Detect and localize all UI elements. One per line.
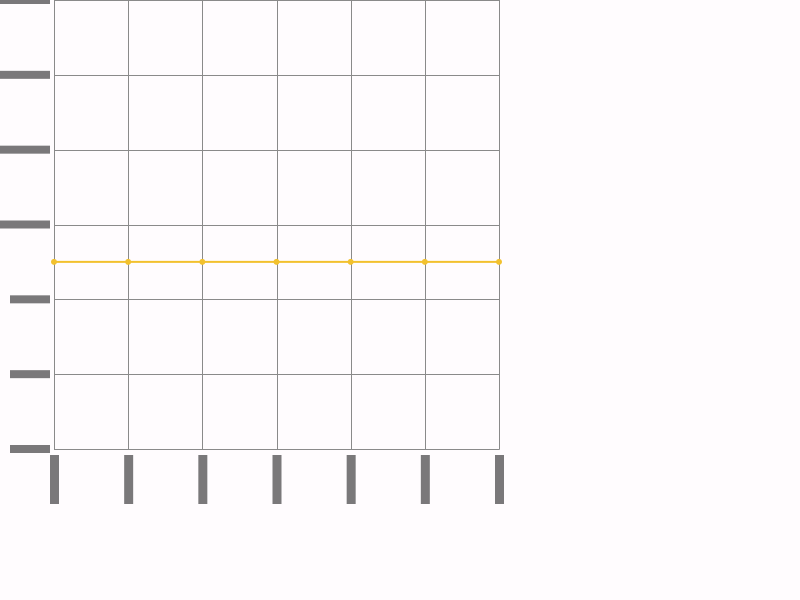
data-point-0-3 [273,258,280,265]
data-point-0-2 [199,258,206,265]
data-point-0-1 [125,258,132,265]
series-layer [51,258,502,265]
x-tick-label-4 [346,455,356,504]
data-point-0-6 [496,258,502,265]
x-tick-label-2 [198,455,208,504]
y-tick-label-6 [0,0,50,4]
data-point-0-5 [421,258,428,265]
y-tick-label-0 [10,445,50,453]
y-tick-label-5 [0,70,50,79]
x-tick-label-5 [420,455,430,504]
y-tick-label-2 [10,295,50,304]
y-tick-label-3 [0,220,50,229]
y-axis-ticks [0,0,50,453]
data-point-0-4 [347,258,354,265]
x-tick-label-6 [495,455,504,504]
data-point-0-0 [51,258,57,265]
y-tick-label-4 [0,145,50,154]
x-tick-label-0 [50,455,59,504]
y-tick-label-1 [10,370,50,379]
x-tick-label-1 [124,455,134,504]
chart-grid [54,0,500,450]
x-tick-label-3 [272,455,282,504]
x-axis-ticks [50,455,504,504]
